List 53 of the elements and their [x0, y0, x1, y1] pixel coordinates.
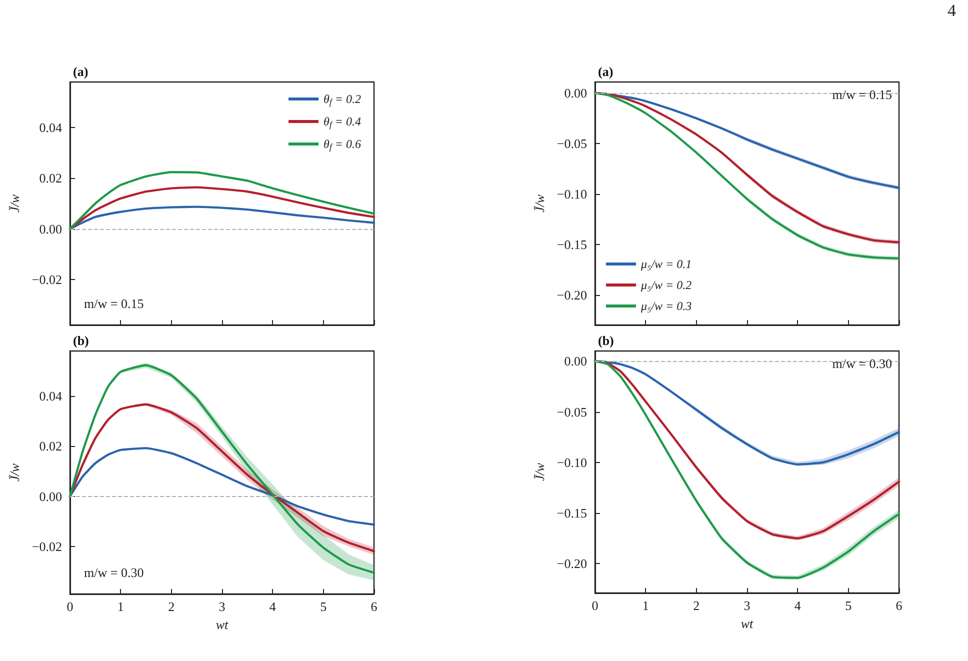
- x-axis-title: wt: [740, 616, 754, 631]
- chart-title: (b): [598, 333, 614, 348]
- chart-title: (a): [598, 64, 614, 79]
- y-tick-label: 0.02: [39, 170, 62, 186]
- annotation: m/w = 0.30: [84, 565, 144, 580]
- y-tick-label: −0.20: [556, 287, 587, 302]
- y-tick-label: −0.05: [556, 136, 587, 152]
- x-tick-label: 0: [592, 598, 598, 613]
- y-axis-title: J̄/w: [532, 194, 548, 213]
- annotation: m/w = 0.15: [84, 296, 144, 311]
- y-axis-title: J̄/w: [7, 194, 22, 213]
- text: 4: [948, 1, 956, 20]
- y-tick-label: −0.02: [32, 272, 62, 287]
- x-tick-label: 0: [66, 599, 74, 614]
- x-tick-label: 5: [845, 598, 852, 613]
- y-tick-label: 0.00: [39, 488, 62, 504]
- y-tick-label: −0.10: [556, 186, 587, 202]
- line-series: [68, 186, 376, 230]
- y-tick-label: 0.04: [39, 388, 62, 404]
- x-axis-title: wt: [216, 617, 229, 632]
- x-tick-label: 3: [744, 598, 750, 613]
- legend-label: μ₅/w = 0.3: [640, 299, 692, 313]
- y-tick-label: 0.00: [39, 221, 62, 236]
- x-tick-label: 1: [642, 598, 649, 613]
- legend-label: μ₅/w = 0.2: [640, 278, 692, 292]
- y-tick-label: 0.00: [564, 354, 587, 369]
- annotation: m/w = 0.30: [832, 356, 892, 371]
- y-axis-title: J̄/w: [532, 462, 548, 482]
- y-tick-label: −0.02: [32, 538, 62, 554]
- y-tick-label: −0.15: [556, 236, 587, 252]
- x-tick-label: 5: [320, 599, 327, 614]
- y-tick-label: 0.04: [39, 120, 62, 136]
- y-axis-title: J̄/w: [7, 463, 22, 482]
- y-tick-label: −0.15: [556, 506, 587, 521]
- x-tick-label: 4: [794, 598, 802, 613]
- x-tick-label: 1: [117, 599, 124, 614]
- y-tick-label: −0.05: [556, 404, 587, 420]
- chart-title: (b): [73, 333, 89, 348]
- x-tick-label: 3: [218, 599, 226, 614]
- line-series: [68, 171, 376, 230]
- x-tick-label: 6: [370, 599, 378, 614]
- line-series: [68, 447, 376, 526]
- legend-label: μ₅/w = 0.1: [640, 257, 692, 271]
- x-tick-label: 2: [168, 599, 175, 614]
- y-tick-label: 0.00: [564, 86, 587, 101]
- x-tick-label: 4: [269, 599, 276, 614]
- chart-title: (a): [73, 64, 88, 79]
- y-tick-label: −0.10: [556, 454, 587, 470]
- y-tick-label: −0.20: [556, 556, 587, 572]
- x-tick-label: 2: [693, 598, 700, 613]
- y-tick-label: 0.02: [39, 438, 62, 454]
- x-tick-label: 6: [896, 598, 903, 613]
- annotation: m/w = 0.15: [832, 87, 892, 102]
